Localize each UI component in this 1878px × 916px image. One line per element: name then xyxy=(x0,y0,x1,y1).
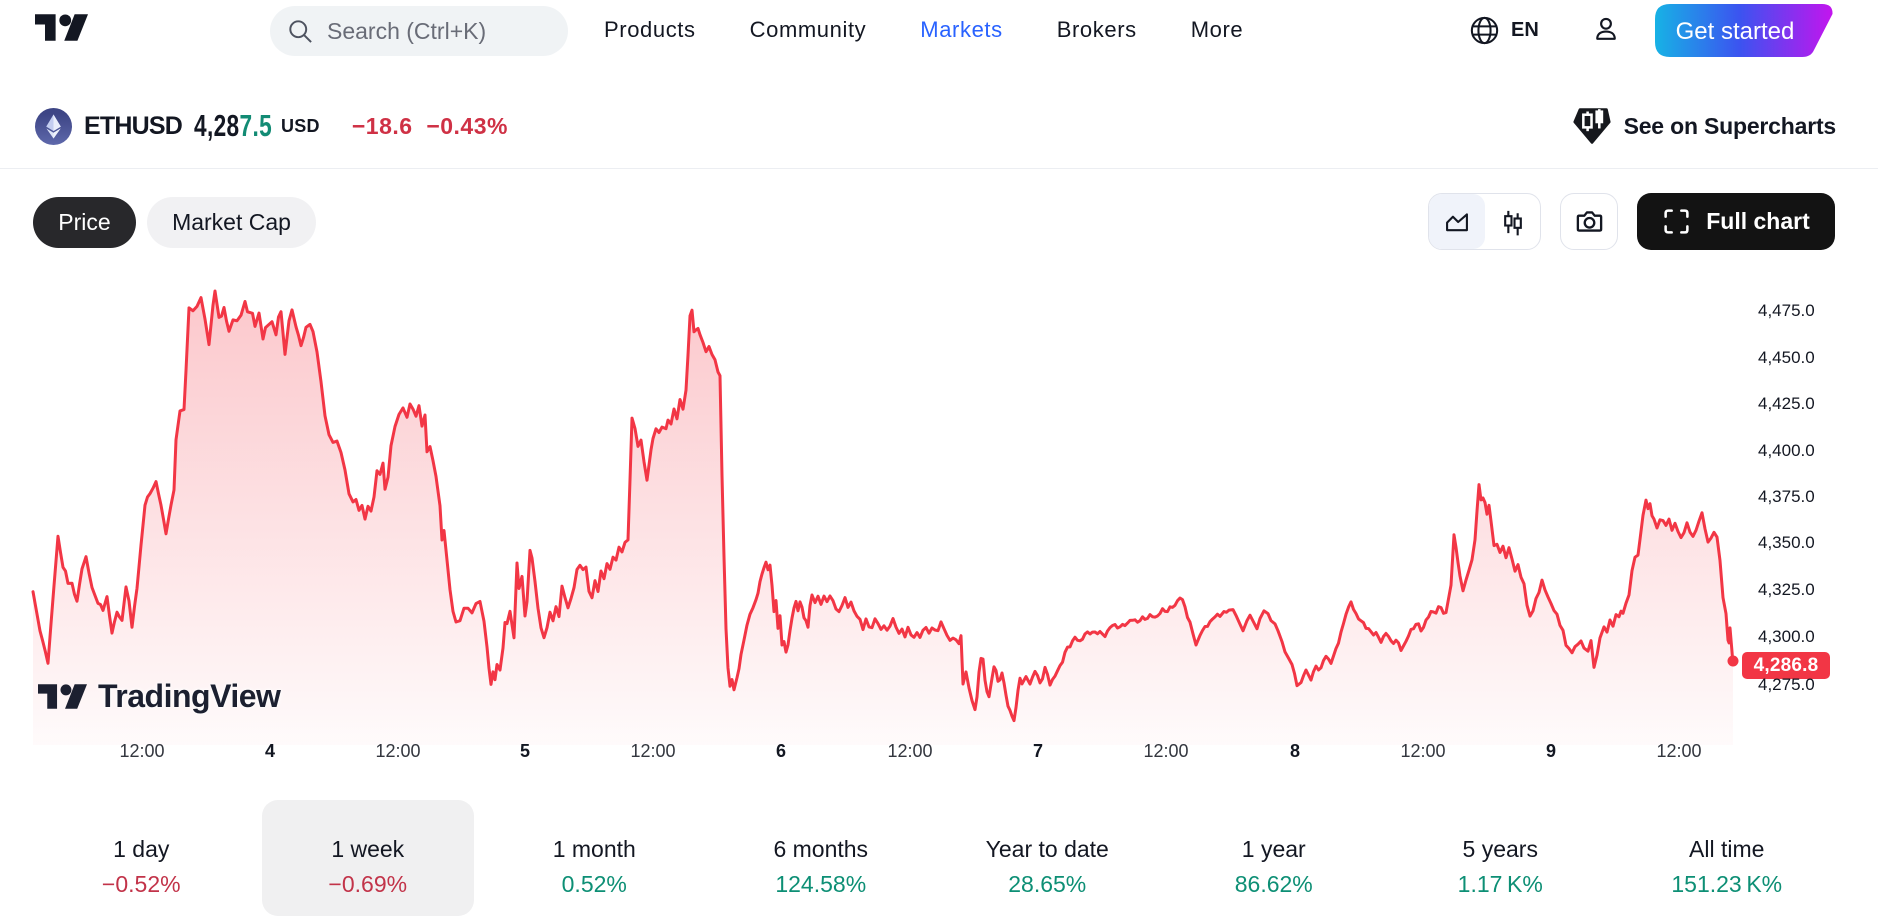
svg-text:Get started: Get started xyxy=(1676,18,1795,45)
